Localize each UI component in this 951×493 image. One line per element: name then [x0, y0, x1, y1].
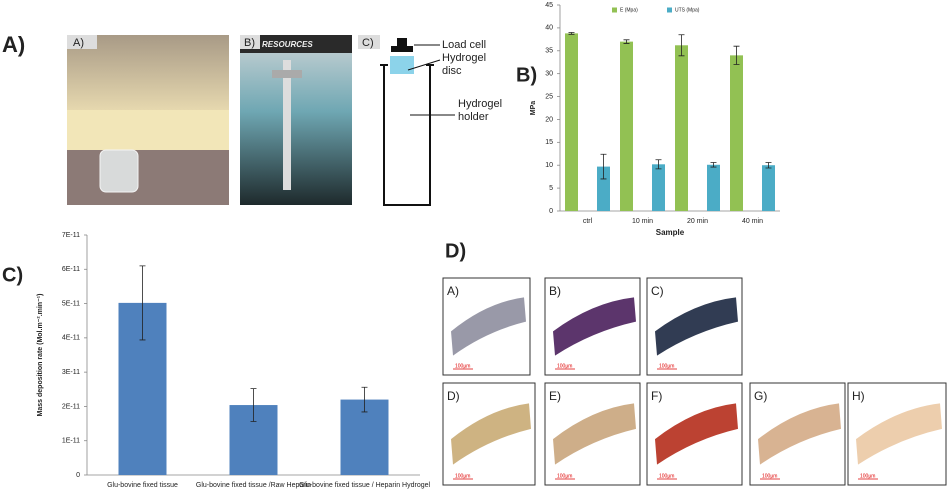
schematic-label: Hydrogel: [458, 98, 502, 110]
scale-label: 100µm: [455, 363, 470, 369]
scale-label: 100µm: [860, 473, 875, 479]
photo-b: RESOURCES B): [240, 35, 352, 205]
panel-label: B): [516, 64, 537, 86]
y-tick-label: 45: [545, 2, 553, 9]
bar: [620, 41, 633, 211]
y-tick-label: 10: [545, 162, 553, 169]
y-tick-label: 5E-11: [62, 300, 80, 307]
y-tick-label: 1E-11: [62, 438, 80, 445]
legend-swatch: [612, 7, 617, 13]
tissue: [553, 403, 636, 465]
tissue: [451, 403, 531, 465]
error-bar: [568, 32, 575, 35]
y-tick-label: 2E-11: [62, 403, 80, 410]
photo-banner: RESOURCES: [262, 40, 313, 49]
x-tick-label: 40 min: [742, 218, 763, 225]
error-bar: [623, 39, 630, 44]
tissue: [655, 297, 738, 356]
y-tick-label: 7E-11: [62, 232, 80, 239]
tissue: [553, 297, 636, 356]
micrograph-label: D): [447, 389, 460, 403]
x-tick-label: Glu-bovine fixed tissue /Raw Heparin: [196, 482, 311, 489]
bar: [762, 165, 775, 211]
error-bar: [139, 265, 146, 341]
y-tick-label: 3E-11: [62, 369, 80, 376]
x-tick-label: Glu-bovine fixed tissue / Heparin Hydrog…: [299, 482, 431, 489]
bar: [675, 45, 688, 212]
legend-label: E (Mpa): [620, 7, 638, 13]
bar: [597, 166, 610, 211]
schematic-label: disc: [442, 65, 462, 77]
bar: [565, 33, 578, 212]
error-bar: [710, 162, 717, 168]
y-tick-label: 0: [76, 472, 80, 479]
scale-label: 100µm: [455, 473, 470, 479]
schematic-label: Load cell: [442, 39, 486, 51]
photo-label: A): [73, 37, 84, 49]
panel-label: D): [445, 240, 466, 262]
micrograph-label: C): [651, 284, 664, 298]
error-bar: [361, 386, 368, 413]
error-bar: [655, 159, 662, 170]
panel-label: A): [2, 32, 25, 57]
y-tick-label: 35: [545, 48, 553, 55]
schematic: C) Load cell Hydrogel disc Hydrogel hold…: [358, 35, 502, 206]
panel-label: C): [2, 264, 23, 286]
error-bar: [250, 388, 257, 422]
photo-label: B): [244, 37, 255, 49]
scale-label: 100µm: [557, 473, 572, 479]
y-tick-label: 0: [549, 208, 553, 215]
y-tick-label: 30: [545, 71, 553, 78]
tissue: [856, 403, 942, 465]
bar: [730, 55, 743, 211]
tissue: [451, 297, 526, 356]
bar: [652, 164, 665, 211]
micrograph-label: A): [447, 284, 459, 298]
error-bar: [733, 45, 740, 65]
legend-label: UTS (Mpa): [675, 7, 700, 13]
scale-label: 100µm: [762, 473, 777, 479]
x-tick-label: 10 min: [632, 218, 653, 225]
micrograph-label: G): [754, 389, 767, 403]
y-tick-label: 5: [549, 185, 553, 192]
scale-label: 100µm: [557, 363, 572, 369]
x-axis-label: Sample: [656, 228, 685, 237]
y-tick-label: 4E-11: [62, 335, 80, 342]
y-tick-label: 6E-11: [62, 266, 80, 273]
y-tick-label: 40: [545, 25, 553, 32]
y-tick-label: 15: [545, 139, 553, 146]
photo-label: C): [362, 37, 374, 49]
schematic-label: Hydrogel: [442, 52, 486, 64]
error-bar: [600, 153, 607, 180]
micrograph-label: H): [852, 389, 865, 403]
scale-label: 100µm: [659, 473, 674, 479]
micrograph-label: E): [549, 389, 561, 403]
y-axis-label: MPa: [530, 101, 537, 116]
legend-swatch: [667, 7, 672, 13]
y-tick-label: 25: [545, 93, 553, 100]
tissue: [758, 403, 841, 465]
x-tick-label: Glu-bovine fixed tissue: [107, 482, 178, 489]
schematic-label: holder: [458, 111, 489, 123]
x-tick-label: 20 min: [687, 218, 708, 225]
micrograph-label: B): [549, 284, 561, 298]
error-bar: [765, 162, 772, 169]
bar: [707, 164, 720, 211]
x-tick-label: ctrl: [583, 218, 593, 225]
photo-a: A): [67, 35, 229, 205]
tissue: [655, 403, 738, 465]
micrograph-label: F): [651, 389, 662, 403]
scale-label: 100µm: [659, 363, 674, 369]
error-bar: [678, 34, 685, 57]
y-tick-label: 20: [545, 116, 553, 123]
y-axis-label: Mass deposition rate (Mol.m⁻².min⁻¹): [37, 294, 44, 417]
